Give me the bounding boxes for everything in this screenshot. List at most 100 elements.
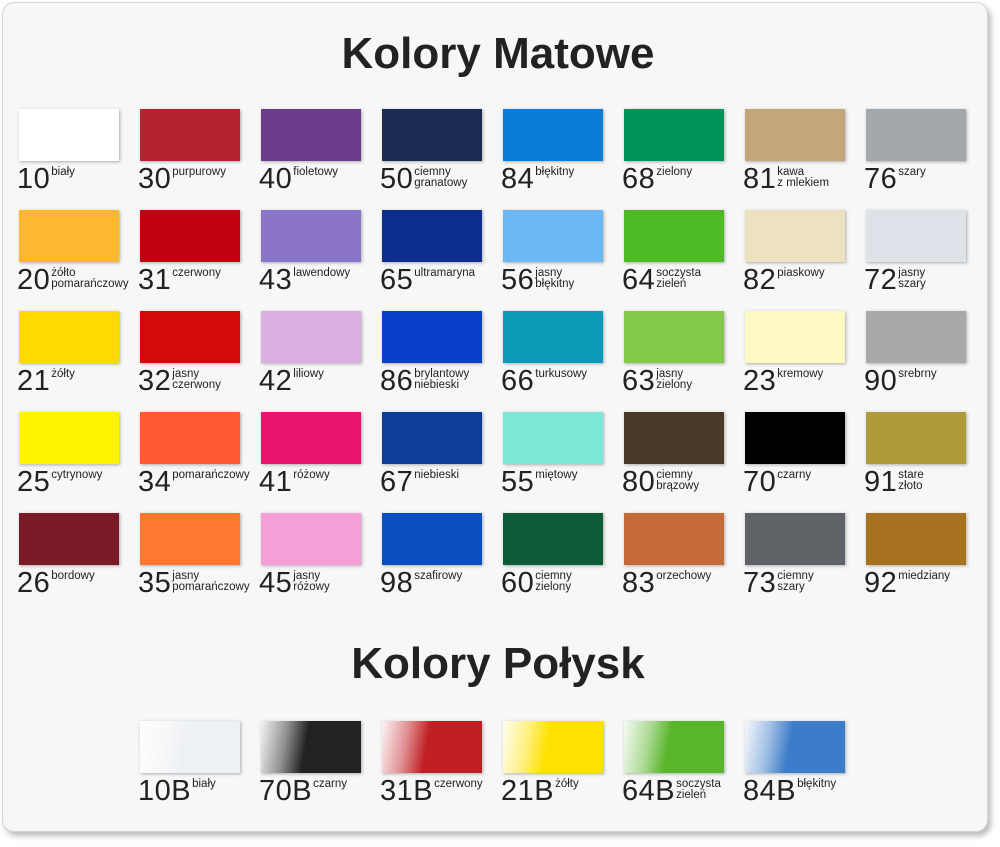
- color-name: bordowy: [51, 570, 95, 582]
- swatch-label: 70 czarny: [743, 465, 811, 499]
- color-code: 68: [622, 163, 656, 195]
- color-name: brylantowy niebieski: [414, 368, 469, 391]
- color-name-line: zielony: [535, 581, 572, 593]
- swatch-label: 70B czarny: [259, 774, 347, 808]
- color-code: 56: [501, 264, 535, 296]
- color-name-line: szary: [777, 581, 805, 593]
- panel: Kolory Matowe Kolory Połysk 10 biały 30 pur…: [2, 2, 988, 832]
- color-name: liliowy: [293, 368, 324, 380]
- swatch-label: 26 bordowy: [17, 566, 95, 600]
- color-swatch: [745, 513, 845, 565]
- color-swatch: [19, 311, 119, 363]
- color-name: turkusowy: [535, 368, 588, 380]
- swatch-label: 98 szafirowy: [380, 566, 462, 600]
- color-name: miedziany: [898, 570, 950, 582]
- swatch-label: 45 jasny różowy: [259, 566, 330, 600]
- swatch-label: 65 ultramaryna: [380, 263, 475, 297]
- color-name-line: niebieski: [414, 469, 460, 481]
- color-name-line: ciemny: [414, 166, 451, 178]
- color-name: szafirowy: [414, 570, 463, 582]
- color-code: 32: [138, 365, 172, 397]
- swatch-label: 10 biały: [17, 162, 75, 196]
- color-name: ciemny brązowy: [656, 469, 699, 492]
- swatch-label: 31 czerwony: [138, 263, 221, 297]
- color-swatch: [382, 210, 482, 262]
- swatch-label: 30 purpurowy: [138, 162, 226, 196]
- swatch-label: 72 jasny szary: [864, 263, 926, 297]
- swatch-label: 42 liliowy: [259, 364, 324, 398]
- color-name: jasny pomarańczowy: [172, 570, 249, 593]
- color-swatch: [624, 412, 724, 464]
- swatch-label: 56 jasny błękitny: [501, 263, 574, 297]
- color-swatch: [866, 412, 966, 464]
- color-code: 72: [864, 264, 898, 296]
- color-name: żółty: [51, 368, 75, 380]
- color-name-line: zielony: [656, 166, 693, 178]
- swatch-label: 64B soczysta zieleń: [622, 774, 721, 808]
- color-swatch: [140, 412, 240, 464]
- color-name-line: jasny: [293, 570, 321, 582]
- swatch-label: 76 szary: [864, 162, 926, 196]
- color-name: niebieski: [414, 469, 460, 481]
- color-name: kremowy: [777, 368, 823, 380]
- color-swatch: [261, 109, 361, 161]
- color-code: 35: [138, 567, 172, 599]
- color-name: miętowy: [535, 469, 577, 481]
- color-name-line: bordowy: [51, 570, 95, 582]
- color-code: 73: [743, 567, 777, 599]
- color-swatch: [624, 109, 724, 161]
- swatch-label: 25 cytrynowy: [17, 465, 102, 499]
- color-swatch: [503, 109, 603, 161]
- swatch-label: 43 lawendowy: [259, 263, 350, 297]
- color-swatch: [866, 109, 966, 161]
- swatch-label: 41 różowy: [259, 465, 330, 499]
- color-swatch: [261, 311, 361, 363]
- color-swatch: [745, 311, 845, 363]
- color-code: 65: [380, 264, 414, 296]
- color-swatch: [866, 210, 966, 262]
- color-name: pomarańczowy: [172, 469, 249, 481]
- color-name-line: turkusowy: [535, 368, 588, 380]
- swatch-label: 84 błękitny: [501, 162, 574, 196]
- color-name: czarny: [313, 778, 347, 790]
- color-code: 92: [864, 567, 898, 599]
- color-code: 55: [501, 466, 535, 498]
- color-name: czerwony: [172, 267, 221, 279]
- color-code: 34: [138, 466, 172, 498]
- color-name: lawendowy: [293, 267, 350, 279]
- color-name-line: piaskowy: [777, 267, 825, 279]
- color-swatch: [261, 513, 361, 565]
- color-name-line: żółty: [555, 778, 579, 790]
- color-name: orzechowy: [656, 570, 711, 582]
- color-name-line: szafirowy: [414, 570, 463, 582]
- color-name: jasny czerwony: [172, 368, 221, 391]
- color-name-line: jasny: [172, 368, 200, 380]
- color-name-line: czerwony: [172, 267, 221, 279]
- color-swatch: [261, 721, 361, 773]
- color-name: zielony: [656, 166, 693, 178]
- color-code: 84: [501, 163, 535, 195]
- color-swatch: [503, 311, 603, 363]
- color-name: jasny różowy: [293, 570, 330, 593]
- color-swatch: [19, 412, 119, 464]
- color-code: 80: [622, 466, 656, 498]
- color-code: 21B: [501, 775, 555, 807]
- color-name-line: biały: [192, 778, 216, 790]
- color-code: 66: [501, 365, 535, 397]
- color-code: 45: [259, 567, 293, 599]
- color-code: 31B: [380, 775, 434, 807]
- color-name-line: czarny: [777, 469, 812, 481]
- swatch-label: 31B czerwony: [380, 774, 483, 808]
- color-name-line: różowy: [293, 469, 330, 481]
- color-code: 90: [864, 365, 898, 397]
- color-swatch: [745, 721, 845, 773]
- swatch-label: 83 orzechowy: [622, 566, 711, 600]
- color-name-line: różowy: [293, 581, 330, 593]
- swatch-label: 67 niebieski: [380, 465, 459, 499]
- color-name: różowy: [293, 469, 330, 481]
- color-name: srebrny: [898, 368, 936, 380]
- swatch-label: 60 ciemny zielony: [501, 566, 572, 600]
- swatch-label: 81 kawa z mlekiem: [743, 162, 829, 196]
- color-name: jasny szary: [898, 267, 925, 290]
- color-swatch: [261, 210, 361, 262]
